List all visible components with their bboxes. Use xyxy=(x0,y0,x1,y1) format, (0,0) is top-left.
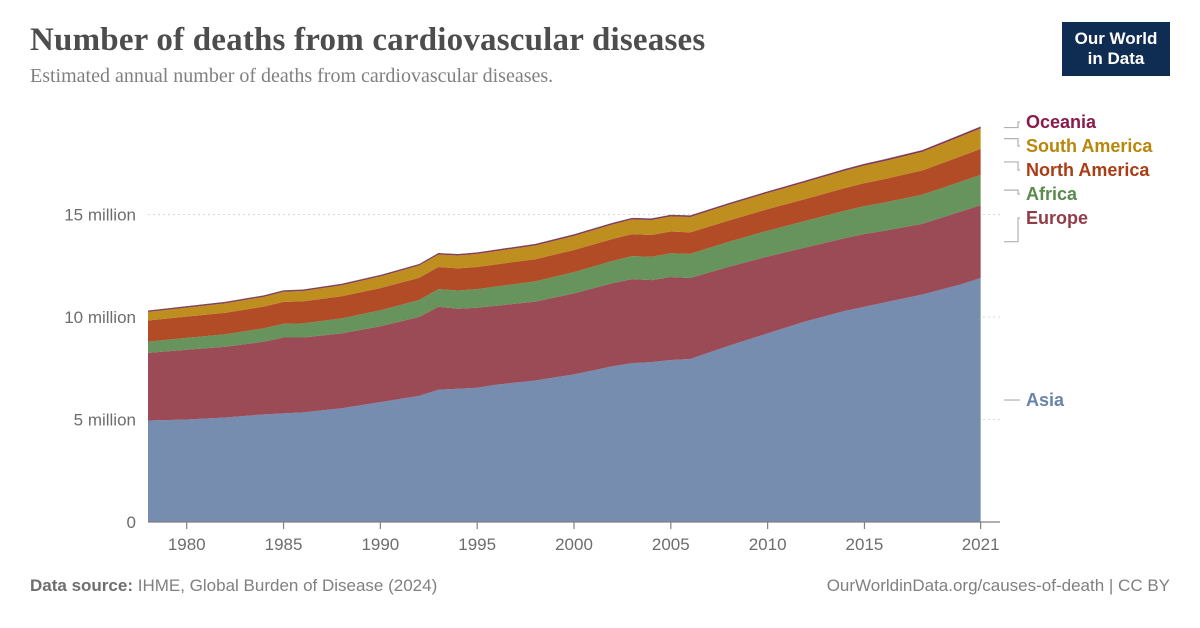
data-source-text: IHME, Global Burden of Disease (2024) xyxy=(138,576,438,595)
legend-connector xyxy=(1004,218,1020,242)
chart-title: Number of deaths from cardiovascular dis… xyxy=(30,22,1170,59)
x-tick-label-g: 1980 xyxy=(168,535,206,554)
y-tick-label: 5 million xyxy=(74,411,136,430)
owid-logo: Our World in Data xyxy=(1062,22,1170,76)
chart-footer: Data source: IHME, Global Burden of Dise… xyxy=(30,576,1170,596)
legend-connector xyxy=(1004,122,1020,128)
x-tick-label-g: 2010 xyxy=(749,535,787,554)
chart-page: Our World in Data Number of deaths from … xyxy=(0,0,1200,628)
y-tick: 5 million xyxy=(74,411,136,430)
x-tick-label: 2005 xyxy=(652,535,690,554)
legend-connector xyxy=(1004,162,1020,170)
attribution: OurWorldinData.org/causes-of-death | CC … xyxy=(827,576,1170,596)
x-tick-label-g: 2021 xyxy=(962,535,1000,554)
x-tick-label: 1985 xyxy=(265,535,303,554)
chart-area: 0 5 million 10 million 15 million 1980 1985 19… xyxy=(30,102,1170,570)
legend-label-europe: Europe xyxy=(1026,208,1088,228)
x-tick-label: 1995 xyxy=(458,535,496,554)
x-tick-label: 2010 xyxy=(749,535,787,554)
data-source: Data source: IHME, Global Burden of Dise… xyxy=(30,576,437,596)
y-tick: 0 xyxy=(127,513,136,532)
logo-line1: Our World xyxy=(1075,29,1158,48)
x-tick-label: 2015 xyxy=(846,535,884,554)
legend-label-oceania: Oceania xyxy=(1026,112,1097,132)
x-tick-label: 1990 xyxy=(361,535,399,554)
x-tick-label-g: 1990 xyxy=(361,535,399,554)
chart-subtitle: Estimated annual number of deaths from c… xyxy=(30,65,1170,88)
x-tick-label-g: 2005 xyxy=(652,535,690,554)
legend-label-north-america: North America xyxy=(1026,160,1150,180)
y-tick: 15 million xyxy=(64,206,136,225)
x-tick-label-g: 2015 xyxy=(846,535,884,554)
legend-connector xyxy=(1004,190,1020,194)
stacked-area-chart: 0 5 million 10 million 15 million 1980 1985 19… xyxy=(30,102,1170,570)
logo-line2: in Data xyxy=(1088,49,1145,68)
y-tick: 10 million xyxy=(64,308,136,327)
legend-connector xyxy=(1004,139,1020,146)
x-tick-label: 1980 xyxy=(168,535,206,554)
y-tick-label: 10 million xyxy=(64,308,136,327)
x-tick-label-g: 1995 xyxy=(458,535,496,554)
x-tick-label-g: 1985 xyxy=(265,535,303,554)
y-tick-label: 15 million xyxy=(64,206,136,225)
data-source-label: Data source: xyxy=(30,576,133,595)
legend-label-asia: Asia xyxy=(1026,390,1065,410)
x-tick-label-g: 2000 xyxy=(555,535,593,554)
legend-label-south-america: South America xyxy=(1026,136,1153,156)
legend-label-africa: Africa xyxy=(1026,184,1078,204)
y-tick-label: 0 xyxy=(127,513,136,532)
x-tick-label: 2021 xyxy=(962,535,1000,554)
x-tick-label: 2000 xyxy=(555,535,593,554)
